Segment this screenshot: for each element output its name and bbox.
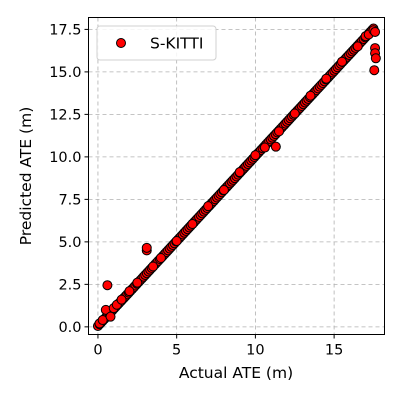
data-point [116, 294, 127, 305]
data-point [352, 41, 363, 52]
y-tick-label: 12.5 [49, 107, 81, 123]
data-point [141, 242, 152, 253]
data-point [250, 150, 261, 161]
legend-box [96, 25, 217, 61]
y-tick-label: 15.0 [49, 65, 81, 81]
x-tick-label: 10 [246, 343, 264, 359]
y-tick-label: 2.5 [58, 277, 81, 293]
data-point [132, 277, 143, 288]
data-points [92, 23, 381, 332]
x-tick-label: 0 [93, 343, 102, 359]
x-tick-label: 15 [325, 343, 343, 359]
data-point [369, 65, 380, 76]
data-point [274, 126, 285, 137]
y-tick-label: 7.5 [58, 192, 81, 208]
data-point [105, 311, 116, 322]
y-tick-label: 0.0 [58, 320, 81, 336]
y-axis-ticks: 0.0 2.5 5.0 7.5 10.0 12.5 15.0 17.5 [49, 22, 89, 336]
data-point [289, 108, 300, 119]
data-point [321, 73, 332, 84]
y-axis-label: Predicted ATE (m) [17, 107, 35, 245]
data-point [124, 286, 135, 297]
y-tick-label: 17.5 [49, 22, 81, 38]
data-point [336, 56, 347, 67]
data-point [148, 261, 159, 272]
data-point [305, 90, 316, 101]
data-point [370, 53, 381, 64]
y-tick-label: 10.0 [49, 150, 81, 166]
x-axis-label: Actual ATE (m) [179, 364, 293, 382]
data-point [171, 236, 182, 247]
data-point [187, 219, 198, 230]
data-point [270, 141, 281, 152]
legend-label: S-KITTI [150, 35, 203, 53]
x-tick-label: 5 [172, 343, 181, 359]
x-axis-ticks: 0 5 10 15 [93, 334, 343, 359]
data-point [259, 142, 270, 153]
data-point [234, 167, 245, 178]
data-point [155, 253, 166, 264]
data-point [102, 280, 113, 291]
data-point [203, 201, 214, 212]
data-point [370, 26, 381, 37]
legend-marker [116, 38, 126, 48]
data-point [218, 185, 229, 196]
plot-frame [88, 17, 385, 335]
legend: S-KITTI [96, 25, 217, 61]
y-tick-label: 5.0 [58, 235, 81, 251]
